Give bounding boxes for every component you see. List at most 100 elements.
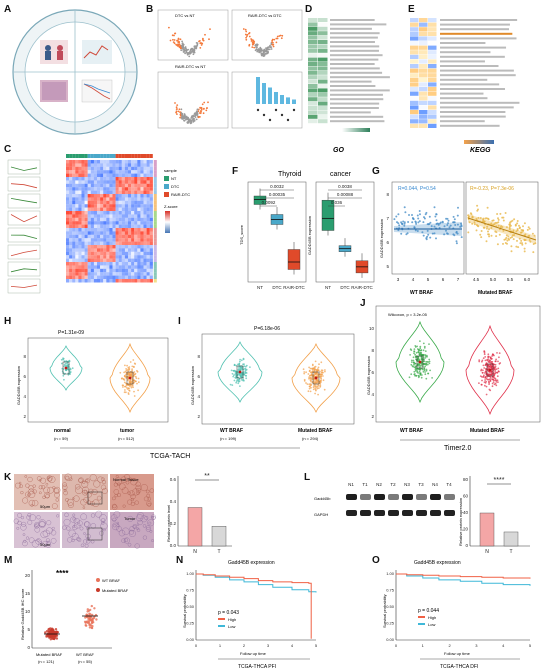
- mutated-point: [320, 379, 322, 382]
- heatmap-cell: [146, 207, 150, 212]
- volcano-dot: [281, 34, 284, 37]
- kegg-term-line: [440, 106, 514, 109]
- box-category-label: NT: [257, 285, 263, 290]
- ihc-follicle: [46, 520, 52, 526]
- heatmap-cell: [75, 200, 79, 205]
- heatmap-group-bar: [124, 154, 128, 158]
- heatmap-cluster-bar: [153, 177, 157, 181]
- tumor-point: [129, 381, 132, 384]
- heatmap-cell: [90, 255, 94, 259]
- scatter-point-wt: [449, 224, 452, 227]
- scatter-point-wt: [408, 214, 410, 216]
- heatmap-cell: [124, 177, 129, 181]
- scatter-point-wt: [439, 221, 442, 224]
- heatmap-cell: [75, 204, 79, 208]
- heatmap-cell: [93, 183, 98, 188]
- scatter-point-mut: [476, 204, 479, 207]
- heatmap-cell: [143, 211, 147, 215]
- heatmap-cell: [128, 190, 132, 195]
- normal-point: [68, 359, 71, 362]
- heatmap-cell: [100, 279, 104, 283]
- volcano-dot: [207, 101, 209, 104]
- n-ylabel: Survival probability: [182, 594, 187, 628]
- scatter-point-wt: [429, 236, 432, 239]
- wt-point: [237, 380, 240, 382]
- heatmap-cell: [115, 204, 119, 208]
- mutated-point: [307, 390, 310, 393]
- go-term-line: [330, 71, 383, 74]
- heatmap-cell: [72, 248, 76, 252]
- heatmap-cell: [118, 251, 122, 256]
- volcano-dot: [252, 39, 255, 42]
- heatmap-cell: [106, 279, 110, 283]
- timer-wt-point: [410, 349, 413, 351]
- scatter-point-mut: [507, 235, 510, 238]
- tumor-point: [125, 391, 127, 394]
- heatmap-cell: [66, 160, 70, 164]
- heatmap-cell: [121, 248, 125, 252]
- heatmap-cell: [84, 224, 88, 229]
- timer-mut-point: [484, 384, 486, 387]
- kegg-cell: [428, 110, 437, 115]
- heatmap-cell: [100, 166, 104, 171]
- heatmap-cell: [134, 251, 138, 256]
- volcano-dot: [186, 121, 189, 124]
- heatmap-cell: [149, 268, 153, 273]
- heatmap-cell: [115, 214, 119, 218]
- heatmap-cell: [146, 255, 150, 259]
- heatmap-cell: [97, 258, 101, 263]
- heatmap-cluster-bar: [153, 204, 157, 208]
- tumor-point: [133, 390, 135, 393]
- timer-wt-point: [419, 340, 421, 342]
- m-n-1: (n = 121): [38, 659, 55, 664]
- heatmap-cell: [115, 224, 119, 229]
- heatmap-cell: [103, 248, 107, 252]
- heatmap-cell: [134, 214, 138, 218]
- heatmap-cell: [93, 200, 98, 205]
- heatmap-cell: [124, 275, 129, 280]
- heatmap-cell: [103, 197, 107, 201]
- heatmap-cell: [121, 207, 125, 212]
- heatmap-cell: [112, 177, 116, 181]
- go-term-line: [330, 63, 375, 65]
- bar-category-label: N: [193, 549, 197, 555]
- heatmap-cell: [109, 204, 113, 208]
- heatmap-cell: [84, 200, 88, 205]
- scatter-point-mut: [487, 233, 490, 236]
- wt-point: [243, 363, 245, 366]
- scatter-point-wt: [403, 206, 406, 209]
- heatmap-cell: [66, 207, 70, 212]
- wt-point: [239, 358, 242, 361]
- box-category-label: NT: [325, 285, 331, 290]
- wt-violin-outline: [217, 341, 263, 403]
- heatmap-cell: [118, 265, 122, 269]
- heatmap-cell: [90, 251, 94, 256]
- timer-mut-median: [488, 368, 492, 372]
- wt-point: [229, 383, 232, 386]
- ihc-follicle: [48, 475, 56, 484]
- heatmap-cell: [93, 180, 98, 184]
- heatmap-cell: [146, 200, 150, 205]
- scatter-point-mut: [479, 217, 482, 219]
- go-term-line: [330, 27, 372, 30]
- heatmap-cell: [134, 173, 138, 178]
- panel-e-kegg: KEGG: [410, 18, 520, 154]
- panel-letter-b: B: [146, 4, 153, 15]
- heatmap-cell: [97, 170, 101, 174]
- scatter-point-wt: [422, 234, 425, 237]
- heatmap-cell: [87, 194, 91, 198]
- f-ylabel-2: GADD45B expression: [307, 216, 312, 255]
- heatmap-cell: [69, 207, 73, 212]
- y-tick-label: 6: [23, 374, 26, 379]
- timer-mut-point: [487, 355, 489, 358]
- panel-o-km: Gadd45B expression 0.000.250.500.751.000…: [382, 560, 532, 670]
- heatmap-cell: [137, 241, 141, 246]
- heatmap-legend-nt: NT: [171, 176, 177, 181]
- heatmap-cell: [106, 163, 110, 167]
- heatmap-cell: [146, 248, 150, 252]
- ihc-follicle: [140, 515, 148, 523]
- ihc-follicle: [70, 516, 77, 523]
- heatmap-cell: [84, 248, 88, 252]
- heatmap-cell: [78, 197, 82, 201]
- go-term-line: [330, 36, 378, 39]
